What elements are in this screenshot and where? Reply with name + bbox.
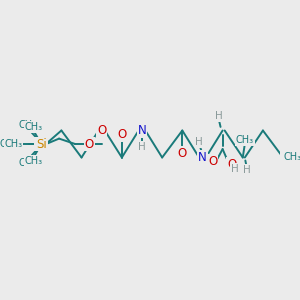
Text: O: O [178,147,187,160]
Text: CH₃: CH₃ [0,139,18,149]
Text: CH₃: CH₃ [236,136,254,146]
Text: H: H [243,165,250,175]
Text: H: H [231,164,239,174]
Text: H: H [138,142,146,152]
Text: CH₃: CH₃ [19,158,37,168]
Text: CH₃: CH₃ [283,152,300,163]
Text: O: O [117,128,127,141]
Text: O: O [227,158,236,171]
Text: O: O [208,155,218,168]
Text: O: O [85,137,94,151]
Text: O: O [97,124,106,137]
Text: CH₃: CH₃ [25,122,43,132]
Text: H: H [196,137,203,147]
Text: CH₃: CH₃ [4,139,22,149]
Text: N: N [138,124,146,137]
Text: CH₃: CH₃ [19,120,37,130]
Text: Si: Si [36,137,46,151]
Text: H: H [215,111,223,121]
Text: N: N [198,151,207,164]
Text: Si: Si [35,137,46,151]
Text: CH₃: CH₃ [25,156,43,166]
